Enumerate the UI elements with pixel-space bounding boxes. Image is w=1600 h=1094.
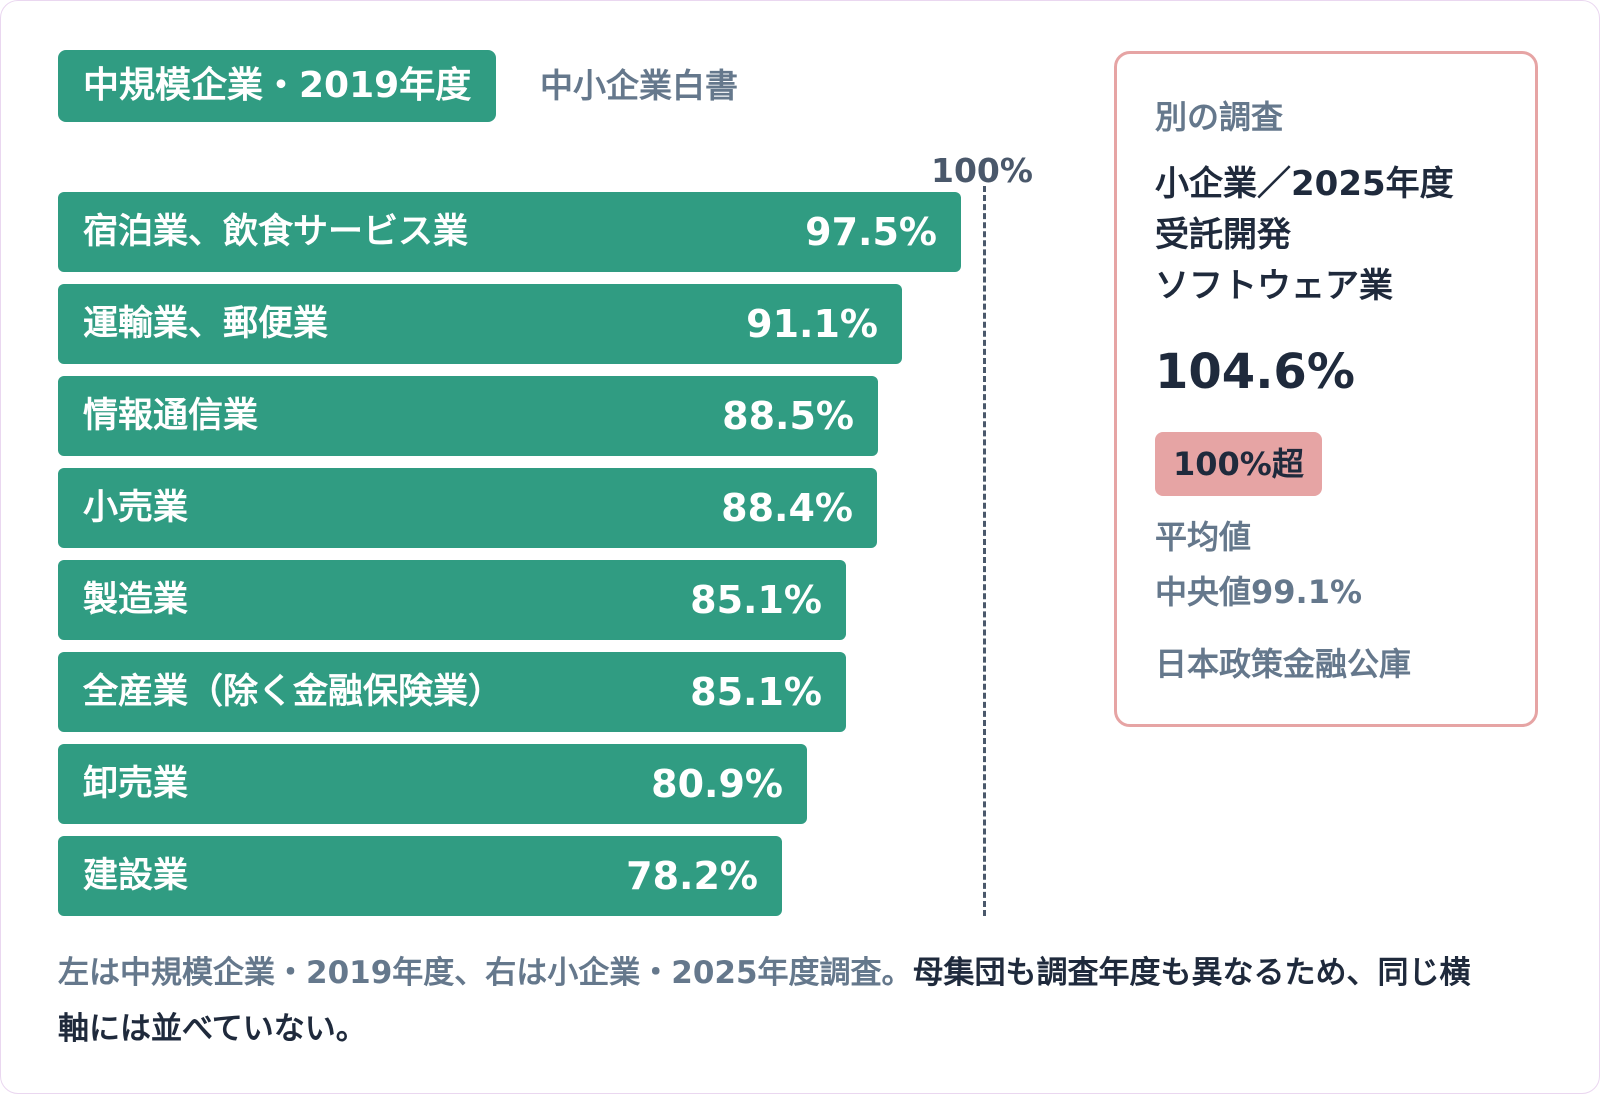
card-subtitle: 小企業／2025年度 受託開発 ソフトウェア業 [1155,159,1454,312]
card-value: 104.6% [1155,344,1355,400]
caption: 左は中規模企業・2019年度、右は小企業・2025年度調査。母集団も調査年度も異… [58,945,1498,1057]
bar-4: 製造業 85.1% [58,560,846,640]
bar-1: 運輸業、郵便業 91.1% [58,284,902,364]
card-subtitle-line: 受託開発 [1155,215,1291,255]
bar-6: 卸売業 80.9% [58,744,807,824]
bar-7: 建設業 78.2% [58,836,782,916]
card-subtitle-line: 小企業／2025年度 [1155,164,1454,204]
reference-line-100 [983,186,986,916]
bar-value-label: 80.9% [651,762,783,806]
bar-value-label: 78.2% [626,854,758,898]
bar-category-label: 製造業 [83,580,189,620]
bar-value-label: 85.1% [690,670,822,714]
over-100-badge: 100%超 [1155,432,1322,496]
bar-category-label: 全産業（除く金融保険業） [83,672,504,712]
bar-category-label: 運輸業、郵便業 [83,304,329,344]
card-heading: 別の調査 [1155,98,1284,136]
bar-category-label: 卸売業 [83,764,189,804]
bar-5: 全産業（除く金融保険業） 85.1% [58,652,846,732]
card-source: 日本政策金融公庫 [1155,645,1412,683]
card-note-median: 中央値99.1% [1155,573,1363,611]
survey-tag: 中規模企業・2019年度 [58,50,497,122]
bar-category-label: 宿泊業、飲食サービス業 [83,212,469,252]
bar-value-label: 91.1% [746,302,878,346]
bar-category-label: 小売業 [83,488,189,528]
bar-3: 小売業 88.4% [58,468,877,548]
bar-value-label: 97.5% [805,210,937,254]
bar-value-label: 88.4% [721,486,853,530]
reference-line-label: 100% [931,151,1033,190]
bar-category-label: 情報通信業 [83,396,259,436]
source-label: 中小企業白書 [540,66,738,105]
card-subtitle-line: ソフトウェア業 [1155,266,1393,306]
bar-2: 情報通信業 88.5% [58,376,878,456]
bar-category-label: 建設業 [83,856,189,896]
bar-value-label: 85.1% [690,578,822,622]
card-note-average: 平均値 [1155,518,1252,556]
comparison-card: 別の調査 小企業／2025年度 受託開発 ソフトウェア業 104.6% 100%… [1114,51,1538,727]
caption-strong: 母集団も調査年度も異なるため、同じ横軸には並べていない。 [58,955,1471,1047]
bar-value-label: 88.5% [722,394,854,438]
bar-0: 宿泊業、飲食サービス業 97.5% [58,192,961,272]
caption-muted: 左は中規模企業・2019年度、右は小企業・2025年度調査。 [58,955,913,991]
